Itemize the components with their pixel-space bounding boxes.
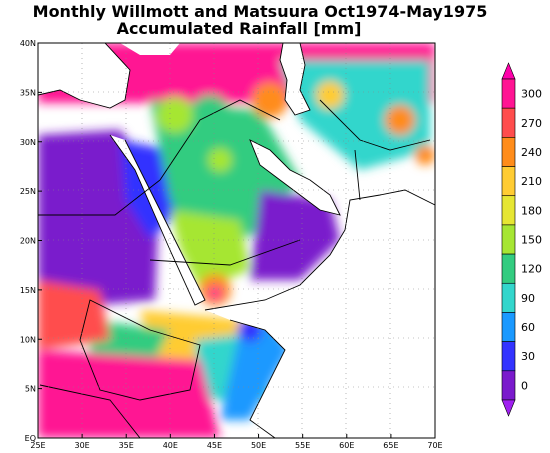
colorbar-swatch bbox=[501, 253, 516, 284]
colorbar-swatch bbox=[501, 107, 516, 138]
lat-tick-label: 20N bbox=[20, 237, 36, 246]
colorbar-label: 180 bbox=[521, 204, 542, 217]
colorbar-label: 0 bbox=[521, 379, 528, 392]
ocean-mask bbox=[38, 43, 435, 438]
colorbar-swatch bbox=[501, 224, 516, 255]
colorbar-under-arrow bbox=[501, 399, 516, 417]
lat-tick-label: 5N bbox=[25, 385, 36, 394]
colorbar-label: 120 bbox=[521, 263, 542, 276]
lon-tick-label: 40E bbox=[163, 441, 178, 450]
colorbar-swatch bbox=[501, 370, 516, 401]
coastlines bbox=[38, 43, 435, 438]
map-title: Monthly Willmott and Matsuura Oct1974-Ma… bbox=[33, 2, 488, 21]
lon-tick-label: 45E bbox=[207, 441, 222, 450]
lat-tick-label: 40N bbox=[20, 39, 36, 48]
colorbar-swatch bbox=[501, 312, 516, 342]
lon-tick-label: 60E bbox=[339, 441, 354, 450]
colorbar-label: 270 bbox=[521, 117, 542, 130]
lon-tick-label: 25E bbox=[30, 441, 45, 450]
map-subtitle: Accumulated Rainfall [mm] bbox=[117, 19, 362, 38]
colorbar-swatch bbox=[501, 166, 516, 197]
colorbar-swatch bbox=[501, 137, 516, 167]
colorbar-label: 210 bbox=[521, 175, 542, 188]
colorbar-swatch bbox=[501, 78, 516, 109]
lat-tick-label: 25N bbox=[20, 187, 36, 196]
colorbar-label: 90 bbox=[521, 292, 535, 305]
lat-tick-label: EQ bbox=[25, 434, 36, 443]
rainfall-field bbox=[38, 43, 435, 438]
lat-tick-label: 15N bbox=[20, 286, 36, 295]
colorbar-swatch bbox=[501, 282, 516, 313]
colorbar-swatch bbox=[501, 195, 516, 226]
lon-tick-group: 25E 30E 35E 40E 45E 50E 55E 60E 65E 70E bbox=[30, 434, 443, 450]
gridlines bbox=[38, 43, 435, 438]
colorbar-label: 150 bbox=[521, 234, 542, 247]
lon-tick-label: 30E bbox=[74, 441, 89, 450]
lon-tick-label: 70E bbox=[427, 441, 442, 450]
colorbar-label: 240 bbox=[521, 146, 542, 159]
colorbar-label: 60 bbox=[521, 321, 535, 334]
lat-tick-label: 35N bbox=[20, 88, 36, 97]
lat-tick-label: 10N bbox=[20, 335, 36, 344]
lat-tick-label: 30N bbox=[20, 138, 36, 147]
lat-tick-group: 40N 35N 30N 25N 20N 15N 10N 5N EQ bbox=[20, 39, 42, 443]
colorbar-label: 300 bbox=[521, 88, 542, 101]
colorbar-label: 30 bbox=[521, 350, 535, 363]
colorbar-over-arrow bbox=[501, 62, 516, 80]
lon-tick-label: 35E bbox=[119, 441, 134, 450]
lon-tick-label: 50E bbox=[251, 441, 266, 450]
lon-tick-label: 65E bbox=[383, 441, 398, 450]
lon-tick-label: 55E bbox=[295, 441, 310, 450]
colorbar-swatch bbox=[501, 341, 516, 372]
